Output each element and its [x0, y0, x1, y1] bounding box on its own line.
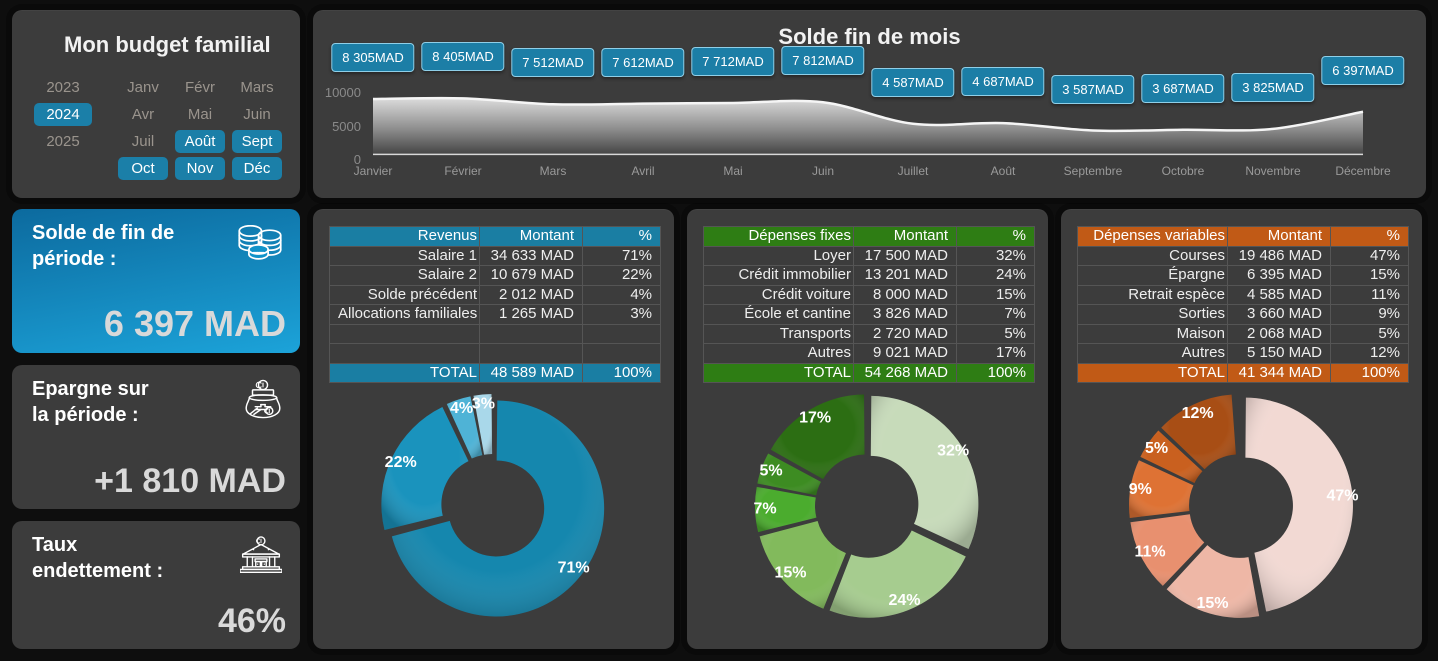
svg-text:71%: 71% — [558, 560, 590, 577]
svg-text:4%: 4% — [450, 400, 473, 417]
svg-text:17%: 17% — [799, 409, 831, 426]
svg-text:47%: 47% — [1326, 488, 1358, 505]
svg-text:11%: 11% — [1135, 544, 1166, 561]
svg-text:24%: 24% — [888, 592, 920, 609]
svg-text:12%: 12% — [1182, 405, 1214, 422]
svg-text:15%: 15% — [774, 565, 806, 582]
svg-text:10000: 10000 — [325, 85, 361, 100]
svg-text:9%: 9% — [1129, 481, 1152, 498]
svg-text:5%: 5% — [1145, 440, 1168, 457]
svg-text:5%: 5% — [759, 463, 782, 480]
svg-text:7%: 7% — [754, 500, 777, 517]
svg-text:15%: 15% — [1196, 595, 1228, 612]
svg-text:3%: 3% — [472, 396, 495, 413]
svg-text:32%: 32% — [937, 443, 969, 460]
svg-text:22%: 22% — [385, 454, 417, 471]
svg-text:5000: 5000 — [332, 119, 361, 134]
